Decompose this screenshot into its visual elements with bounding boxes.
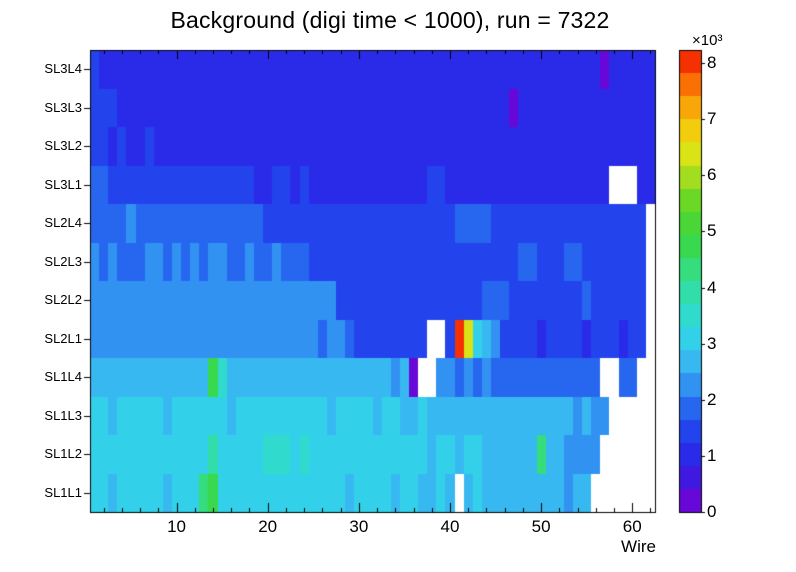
x-tick-label-40: 40	[440, 517, 460, 536]
y-axis-label-sl2l1: SL2L1	[44, 330, 82, 346]
y-axis-label-sl2l4: SL2L4	[44, 215, 82, 231]
y-axis-label-sl1l2: SL1L2	[44, 446, 82, 462]
chart-title: Background (digi time < 1000), run = 732…	[170, 7, 610, 33]
x-axis-title: Wire	[621, 537, 656, 556]
x-tick-label-20: 20	[258, 517, 278, 536]
colorbar-tick-label-4: 4	[707, 277, 717, 297]
y-axis-label-sl3l4: SL3L4	[44, 61, 82, 77]
colorbar-tick-label-1: 1	[707, 445, 717, 465]
y-axis-label-sl1l3: SL1L3	[44, 407, 82, 423]
colorbar-tick-label-6: 6	[707, 165, 717, 185]
colorbar-tick-label-8: 8	[707, 53, 717, 73]
y-axis-label-sl3l2: SL3L2	[44, 138, 82, 154]
y-axis-label-sl1l4: SL1L4	[44, 369, 82, 385]
colorbar-tick-label-5: 5	[707, 221, 717, 241]
x-tick-label-60: 60	[622, 517, 642, 536]
y-axis-label-sl2l3: SL2L3	[44, 253, 82, 269]
y-axis-label-sl2l2: SL2L2	[44, 292, 82, 308]
colorbar-tick-label-0: 0	[707, 502, 717, 521]
y-axis-label-sl1l1: SL1L1	[44, 484, 82, 500]
colorbar-tick-label-7: 7	[707, 109, 717, 129]
colorbar-tick-label-3: 3	[707, 333, 717, 353]
x-tick-label-10: 10	[167, 517, 187, 536]
colorbar-scale-label: ×10³	[692, 32, 723, 49]
x-tick-label-50: 50	[531, 517, 551, 536]
x-tick-label-30: 30	[349, 517, 369, 536]
colorbar-tick-label-2: 2	[707, 389, 717, 409]
y-axis-label-sl3l3: SL3L3	[44, 99, 82, 115]
y-axis-label-sl3l1: SL3L1	[44, 176, 82, 192]
